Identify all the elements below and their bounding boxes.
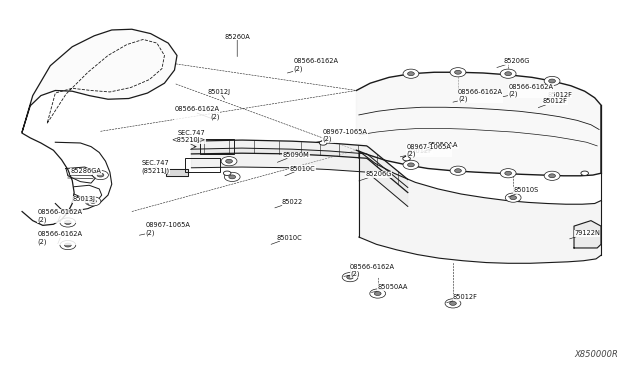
Circle shape — [548, 174, 556, 178]
Circle shape — [403, 69, 419, 78]
Text: 85010S: 85010S — [508, 187, 538, 197]
Text: 08566-6162A
(2): 08566-6162A (2) — [175, 106, 220, 120]
Text: 08566-6162A
(2): 08566-6162A (2) — [344, 264, 395, 278]
Circle shape — [319, 141, 327, 145]
Circle shape — [548, 79, 556, 83]
Circle shape — [581, 171, 588, 176]
Text: 85206G: 85206G — [497, 58, 529, 68]
Text: 08967-1065A
(2): 08967-1065A (2) — [400, 144, 451, 157]
Text: 85012F: 85012F — [543, 92, 572, 102]
Polygon shape — [191, 140, 408, 193]
Circle shape — [450, 166, 466, 175]
Circle shape — [65, 243, 71, 247]
Text: SEC.747
(85211J): SEC.747 (85211J) — [141, 160, 170, 174]
Text: 85012J: 85012J — [208, 89, 231, 99]
Circle shape — [500, 169, 516, 178]
Text: 85012F: 85012F — [403, 148, 433, 158]
Circle shape — [449, 301, 456, 305]
Text: 85090M: 85090M — [277, 152, 309, 162]
Circle shape — [93, 170, 108, 180]
Text: 85012F: 85012F — [538, 99, 568, 108]
Text: 85050AA: 85050AA — [371, 284, 408, 292]
Text: 85013J: 85013J — [72, 196, 95, 205]
Text: 08566-6162A
(2): 08566-6162A (2) — [453, 89, 503, 102]
Circle shape — [60, 218, 76, 227]
Text: 85260A: 85260A — [225, 33, 250, 57]
Polygon shape — [574, 221, 601, 248]
Circle shape — [90, 199, 97, 203]
Circle shape — [65, 221, 71, 224]
Circle shape — [500, 69, 516, 78]
Circle shape — [347, 275, 353, 279]
Text: 85206G: 85206G — [359, 171, 392, 181]
Circle shape — [229, 175, 236, 179]
Circle shape — [544, 76, 560, 86]
Circle shape — [505, 171, 511, 175]
Polygon shape — [22, 29, 177, 132]
Circle shape — [445, 299, 461, 308]
Text: 08566-6162A
(2): 08566-6162A (2) — [38, 231, 83, 244]
Circle shape — [403, 157, 410, 161]
Text: 85286GA: 85286GA — [71, 169, 102, 178]
Circle shape — [60, 240, 76, 250]
Circle shape — [408, 72, 414, 76]
Bar — [185, 158, 220, 172]
Text: SEC.747
<85210J>: SEC.747 <85210J> — [172, 130, 206, 143]
Text: 85022: 85022 — [275, 199, 302, 208]
Text: 08967-1065A
(2): 08967-1065A (2) — [140, 222, 191, 236]
Text: 08967-1065A
(2): 08967-1065A (2) — [316, 129, 367, 142]
Circle shape — [221, 157, 237, 166]
Text: 08566-6162A
(2): 08566-6162A (2) — [503, 84, 553, 97]
Circle shape — [342, 273, 358, 282]
Text: 85010C: 85010C — [271, 235, 302, 244]
Polygon shape — [166, 169, 188, 176]
Polygon shape — [191, 148, 408, 206]
Circle shape — [544, 171, 560, 180]
Text: 08566-6162A
(2): 08566-6162A (2) — [287, 58, 339, 73]
Circle shape — [97, 173, 104, 177]
Circle shape — [450, 68, 466, 77]
Circle shape — [226, 159, 232, 163]
Circle shape — [454, 70, 461, 74]
Text: 85012F: 85012F — [447, 294, 478, 303]
Circle shape — [223, 171, 231, 176]
Circle shape — [408, 163, 414, 167]
Text: 08566-6162A
(2): 08566-6162A (2) — [38, 209, 83, 223]
Polygon shape — [356, 72, 601, 176]
Circle shape — [374, 292, 381, 295]
Polygon shape — [359, 151, 601, 263]
Circle shape — [370, 289, 386, 298]
Text: 79122N: 79122N — [570, 230, 600, 239]
Text: 85010C: 85010C — [285, 166, 316, 176]
Bar — [200, 140, 234, 154]
Circle shape — [505, 72, 511, 76]
Circle shape — [85, 197, 101, 206]
Circle shape — [403, 160, 419, 170]
Circle shape — [224, 172, 240, 182]
Circle shape — [510, 196, 516, 200]
Circle shape — [505, 193, 521, 202]
Circle shape — [454, 169, 461, 173]
Text: X850000R: X850000R — [574, 350, 618, 359]
Text: 85050AA: 85050AA — [424, 142, 458, 151]
